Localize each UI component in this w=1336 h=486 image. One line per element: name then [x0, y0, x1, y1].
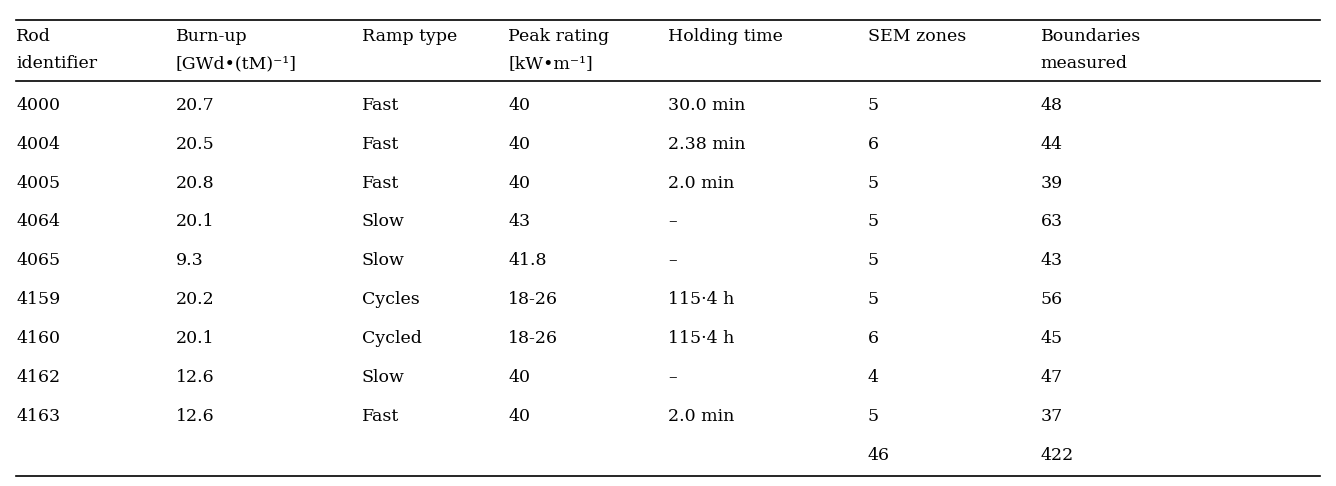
Text: 6: 6 — [867, 330, 879, 347]
Text: Slow: Slow — [362, 213, 405, 230]
Text: 40: 40 — [508, 408, 530, 425]
Text: 12.6: 12.6 — [176, 369, 214, 386]
Text: 4004: 4004 — [16, 136, 60, 153]
Text: 18-26: 18-26 — [508, 291, 558, 308]
Text: 44: 44 — [1041, 136, 1062, 153]
Text: 20.1: 20.1 — [176, 213, 214, 230]
Text: 422: 422 — [1041, 447, 1074, 464]
Text: Fast: Fast — [362, 174, 399, 191]
Text: 43: 43 — [508, 213, 530, 230]
Text: 40: 40 — [508, 174, 530, 191]
Text: –: – — [668, 369, 676, 386]
Text: 5: 5 — [867, 252, 879, 269]
Text: 40: 40 — [508, 97, 530, 114]
Text: Boundaries: Boundaries — [1041, 28, 1141, 45]
Text: –: – — [668, 252, 676, 269]
Text: 4162: 4162 — [16, 369, 60, 386]
Text: 2.38 min: 2.38 min — [668, 136, 745, 153]
Text: 4005: 4005 — [16, 174, 60, 191]
Text: 47: 47 — [1041, 369, 1062, 386]
Text: Fast: Fast — [362, 97, 399, 114]
Text: 30.0 min: 30.0 min — [668, 97, 745, 114]
Text: 43: 43 — [1041, 252, 1062, 269]
Text: 5: 5 — [867, 408, 879, 425]
Text: Cycles: Cycles — [362, 291, 420, 308]
Text: [GWd•(tM)⁻¹]: [GWd•(tM)⁻¹] — [176, 55, 297, 72]
Text: 39: 39 — [1041, 174, 1062, 191]
Text: 56: 56 — [1041, 291, 1062, 308]
Text: Cycled: Cycled — [362, 330, 422, 347]
Text: 12.6: 12.6 — [176, 408, 214, 425]
Text: [kW•m⁻¹]: [kW•m⁻¹] — [508, 55, 593, 72]
Text: Slow: Slow — [362, 252, 405, 269]
Text: 18-26: 18-26 — [508, 330, 558, 347]
Text: Peak rating: Peak rating — [508, 28, 609, 45]
Text: –: – — [668, 213, 676, 230]
Text: 9.3: 9.3 — [176, 252, 203, 269]
Text: 4160: 4160 — [16, 330, 60, 347]
Text: 40: 40 — [508, 369, 530, 386]
Text: identifier: identifier — [16, 55, 98, 72]
Text: 4: 4 — [867, 369, 879, 386]
Text: 5: 5 — [867, 213, 879, 230]
Text: 4159: 4159 — [16, 291, 60, 308]
Text: SEM zones: SEM zones — [867, 28, 966, 45]
Text: 4000: 4000 — [16, 97, 60, 114]
Text: Ramp type: Ramp type — [362, 28, 457, 45]
Text: 20.7: 20.7 — [176, 97, 215, 114]
Text: 4065: 4065 — [16, 252, 60, 269]
Text: 115·4 h: 115·4 h — [668, 291, 735, 308]
Text: 2.0 min: 2.0 min — [668, 408, 735, 425]
Text: measured: measured — [1041, 55, 1128, 72]
Text: 20.8: 20.8 — [176, 174, 214, 191]
Text: Fast: Fast — [362, 136, 399, 153]
Text: 5: 5 — [867, 97, 879, 114]
Text: 41.8: 41.8 — [508, 252, 546, 269]
Text: 63: 63 — [1041, 213, 1062, 230]
Text: 6: 6 — [867, 136, 879, 153]
Text: 5: 5 — [867, 174, 879, 191]
Text: 45: 45 — [1041, 330, 1062, 347]
Text: 4064: 4064 — [16, 213, 60, 230]
Text: 2.0 min: 2.0 min — [668, 174, 735, 191]
Text: 37: 37 — [1041, 408, 1062, 425]
Text: 40: 40 — [508, 136, 530, 153]
Text: Burn-up: Burn-up — [176, 28, 247, 45]
Text: 20.5: 20.5 — [176, 136, 215, 153]
Text: 48: 48 — [1041, 97, 1062, 114]
Text: Holding time: Holding time — [668, 28, 783, 45]
Text: 20.2: 20.2 — [176, 291, 215, 308]
Text: 4163: 4163 — [16, 408, 60, 425]
Text: 46: 46 — [867, 447, 890, 464]
Text: 5: 5 — [867, 291, 879, 308]
Text: Fast: Fast — [362, 408, 399, 425]
Text: Slow: Slow — [362, 369, 405, 386]
Text: 115·4 h: 115·4 h — [668, 330, 735, 347]
Text: 20.1: 20.1 — [176, 330, 214, 347]
Text: Rod: Rod — [16, 28, 51, 45]
